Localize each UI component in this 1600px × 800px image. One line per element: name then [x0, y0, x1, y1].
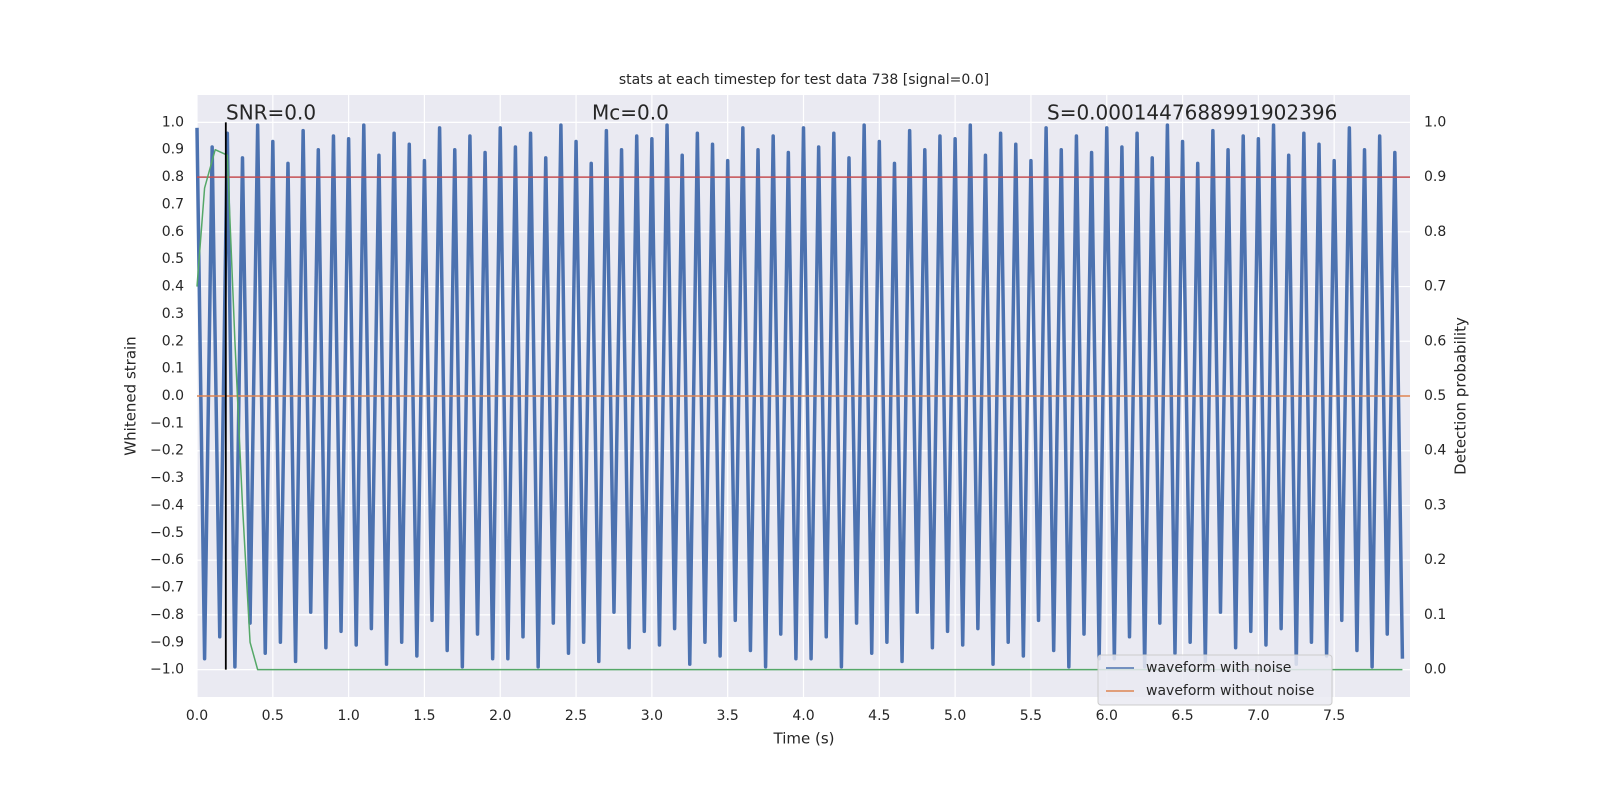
x-tick-label: 7.5 [1323, 708, 1345, 724]
y2-tick-label: 0.8 [1424, 224, 1446, 240]
x-tick-label: 6.5 [1171, 708, 1193, 724]
y-tick-label: 0.9 [162, 142, 184, 158]
x-tick-label: 7.0 [1247, 708, 1269, 724]
y-tick-label: −0.4 [150, 497, 184, 513]
legend-label: waveform without noise [1146, 683, 1314, 699]
x-tick-label: 1.0 [337, 708, 359, 724]
y2-tick-label: 0.1 [1424, 607, 1446, 623]
y-tick-label: 0.8 [162, 169, 184, 185]
x-tick-label: 2.0 [489, 708, 511, 724]
y2-tick-label: 1.0 [1424, 114, 1446, 130]
y2-tick-label: 0.9 [1424, 169, 1446, 185]
x-axis-label: Time (s) [773, 730, 835, 748]
series-line [195, 123, 1405, 669]
y-tick-label: −0.1 [150, 415, 184, 431]
y2-tick-label: 0.6 [1424, 333, 1446, 349]
y2-tick-label: 0.0 [1424, 662, 1446, 678]
y2-tick-label: 0.3 [1424, 497, 1446, 513]
y2-tick-label: 0.2 [1424, 552, 1446, 568]
legend-box [1097, 654, 1333, 706]
y-tick-label: −0.2 [150, 443, 184, 459]
y-tick-label: 0.1 [162, 361, 184, 377]
y-axis-label: Whitened strain [122, 336, 140, 455]
y-tick-label: 0.5 [162, 251, 184, 267]
x-tick-label: 2.5 [565, 708, 587, 724]
x-tick-label: 0.0 [186, 708, 208, 724]
y-tick-label: 0.3 [162, 306, 184, 322]
y-tick-label: −0.6 [150, 552, 184, 568]
y-tick-label: 0.7 [162, 196, 184, 212]
y2-tick-label: 0.5 [1424, 388, 1446, 404]
legend-label: waveform with noise [1146, 660, 1291, 676]
x-tick-label: 6.0 [1096, 708, 1118, 724]
y-tick-label: −0.5 [150, 525, 184, 541]
y-tick-label: 0.6 [162, 224, 184, 240]
x-tick-label: 5.0 [944, 708, 966, 724]
y-tick-label: 0.0 [162, 388, 184, 404]
chart-title: stats at each timestep for test data 738… [619, 72, 989, 88]
x-tick-label: 1.5 [413, 708, 435, 724]
annotation: Mc=0.0 [592, 101, 669, 125]
x-tick-label: 4.0 [792, 708, 814, 724]
annotation: SNR=0.0 [226, 101, 316, 125]
x-tick-label: 3.0 [641, 708, 663, 724]
annotation: S=0.0001447688991902396 [1047, 101, 1337, 125]
y-tick-label: −0.3 [150, 470, 184, 486]
y-tick-label: 0.4 [162, 279, 184, 295]
y2-tick-label: 0.4 [1424, 443, 1446, 459]
y-tick-label: −0.9 [150, 634, 184, 650]
y-tick-label: −0.7 [150, 580, 184, 596]
y-tick-label: −0.8 [150, 607, 184, 623]
x-tick-label: 4.5 [868, 708, 890, 724]
x-tick-label: 5.5 [1020, 708, 1042, 724]
series-line [196, 148, 1403, 671]
x-tick-label: 3.5 [717, 708, 739, 724]
y-tick-label: 1.0 [162, 114, 184, 130]
y-tick-label: 0.2 [162, 333, 184, 349]
y2-tick-label: 0.7 [1424, 279, 1446, 295]
x-tick-label: 0.5 [262, 708, 284, 724]
y2-axis-label: Detection probability [1452, 317, 1470, 475]
y-tick-label: −1.0 [150, 662, 184, 678]
